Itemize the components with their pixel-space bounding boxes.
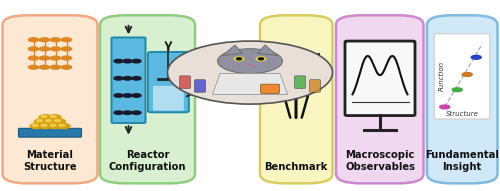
Circle shape bbox=[62, 56, 72, 60]
Circle shape bbox=[30, 124, 43, 129]
FancyBboxPatch shape bbox=[427, 15, 498, 183]
Circle shape bbox=[472, 55, 482, 59]
FancyBboxPatch shape bbox=[2, 15, 98, 183]
FancyBboxPatch shape bbox=[260, 84, 280, 93]
FancyBboxPatch shape bbox=[153, 86, 184, 111]
FancyBboxPatch shape bbox=[180, 76, 190, 88]
Circle shape bbox=[48, 124, 61, 129]
Circle shape bbox=[50, 38, 60, 42]
Circle shape bbox=[50, 65, 60, 69]
Circle shape bbox=[452, 88, 462, 92]
Circle shape bbox=[114, 94, 123, 97]
Circle shape bbox=[62, 47, 72, 51]
Polygon shape bbox=[246, 63, 254, 65]
Polygon shape bbox=[212, 74, 288, 95]
Circle shape bbox=[234, 57, 244, 61]
Text: Structure: Structure bbox=[446, 111, 478, 117]
Text: Reactor
Configuration: Reactor Configuration bbox=[109, 150, 186, 172]
Circle shape bbox=[34, 119, 48, 124]
Circle shape bbox=[41, 115, 47, 118]
Circle shape bbox=[132, 59, 141, 63]
Circle shape bbox=[40, 56, 50, 60]
Circle shape bbox=[46, 120, 52, 122]
Circle shape bbox=[462, 73, 472, 76]
Circle shape bbox=[62, 38, 72, 42]
FancyBboxPatch shape bbox=[100, 15, 195, 183]
FancyBboxPatch shape bbox=[18, 128, 82, 137]
FancyBboxPatch shape bbox=[260, 15, 332, 183]
Circle shape bbox=[114, 59, 123, 63]
Circle shape bbox=[132, 77, 141, 80]
Text: Fundamental
Insight: Fundamental Insight bbox=[425, 150, 499, 172]
Text: Material
Structure: Material Structure bbox=[23, 150, 77, 172]
Circle shape bbox=[50, 115, 56, 118]
Circle shape bbox=[40, 38, 50, 42]
Circle shape bbox=[168, 41, 332, 104]
Circle shape bbox=[41, 124, 47, 126]
Circle shape bbox=[28, 38, 38, 42]
Circle shape bbox=[44, 119, 57, 124]
Circle shape bbox=[52, 119, 66, 124]
FancyBboxPatch shape bbox=[434, 34, 490, 119]
Circle shape bbox=[39, 124, 52, 129]
FancyBboxPatch shape bbox=[345, 41, 415, 116]
Polygon shape bbox=[222, 45, 242, 55]
Circle shape bbox=[40, 47, 50, 51]
Circle shape bbox=[236, 58, 242, 60]
Circle shape bbox=[62, 65, 72, 69]
FancyBboxPatch shape bbox=[336, 15, 424, 183]
Circle shape bbox=[54, 120, 60, 122]
Text: Function: Function bbox=[439, 61, 445, 91]
Circle shape bbox=[123, 94, 132, 97]
Text: Benchmark: Benchmark bbox=[264, 162, 328, 172]
Circle shape bbox=[50, 47, 60, 51]
Circle shape bbox=[57, 124, 70, 129]
Text: Macroscopic
Observables: Macroscopic Observables bbox=[345, 150, 415, 172]
Circle shape bbox=[218, 49, 282, 74]
Circle shape bbox=[123, 77, 132, 80]
FancyBboxPatch shape bbox=[310, 80, 320, 92]
Circle shape bbox=[114, 77, 123, 80]
Circle shape bbox=[50, 124, 56, 126]
FancyBboxPatch shape bbox=[148, 52, 189, 112]
Circle shape bbox=[28, 56, 38, 60]
Circle shape bbox=[40, 65, 50, 69]
Circle shape bbox=[28, 65, 38, 69]
Circle shape bbox=[440, 105, 450, 109]
Polygon shape bbox=[258, 45, 278, 55]
Circle shape bbox=[32, 124, 38, 126]
Circle shape bbox=[28, 47, 38, 51]
FancyBboxPatch shape bbox=[194, 80, 205, 92]
Circle shape bbox=[59, 124, 65, 126]
Circle shape bbox=[36, 120, 43, 122]
Circle shape bbox=[256, 57, 266, 61]
Circle shape bbox=[50, 56, 60, 60]
Circle shape bbox=[48, 115, 61, 120]
Circle shape bbox=[258, 58, 264, 60]
Circle shape bbox=[114, 111, 123, 114]
Circle shape bbox=[39, 115, 52, 120]
FancyBboxPatch shape bbox=[294, 76, 306, 88]
Circle shape bbox=[123, 59, 132, 63]
Circle shape bbox=[132, 111, 141, 114]
Circle shape bbox=[132, 94, 141, 97]
Circle shape bbox=[123, 111, 132, 114]
FancyBboxPatch shape bbox=[112, 37, 146, 123]
